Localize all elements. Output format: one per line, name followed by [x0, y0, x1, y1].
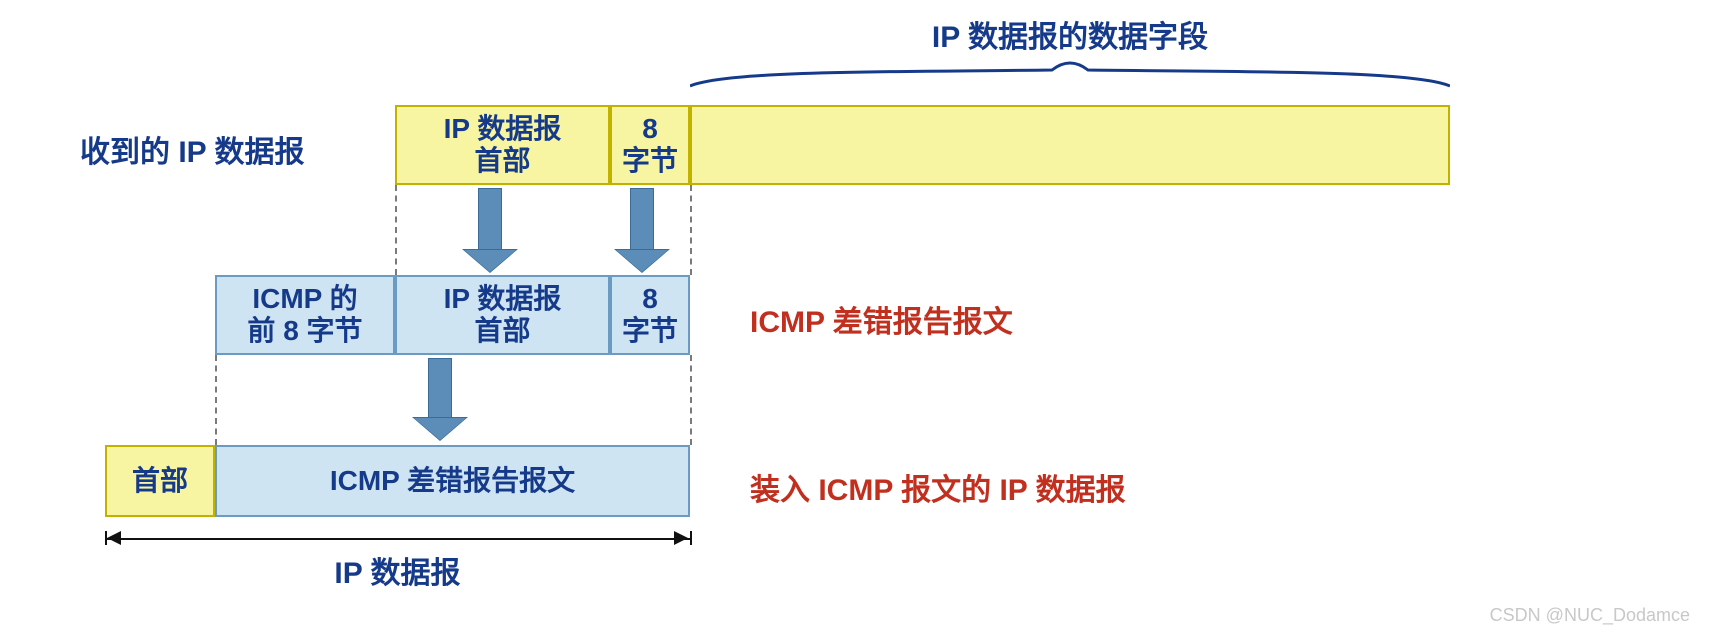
dim-label: IP 数据报 — [318, 548, 478, 592]
dash-3 — [690, 355, 692, 445]
dim-tick-right — [690, 531, 692, 545]
arrow-0 — [464, 188, 516, 272]
cell-r3_hdr: 首部 — [105, 445, 215, 517]
arrow-2 — [414, 358, 466, 440]
dash-2 — [690, 185, 692, 275]
cell-r1_data — [690, 105, 1450, 185]
caption-row2: ICMP 差错报告报文 — [750, 297, 1013, 341]
dim-arrow-right — [674, 531, 688, 545]
dim-arrow-left — [107, 531, 121, 545]
label-brace-top: IP 数据报的数据字段 — [890, 12, 1250, 56]
cell-r3_icmp: ICMP 差错报告报文 — [215, 445, 690, 517]
dash-1 — [395, 185, 397, 275]
cell-r1_header: IP 数据报 首部 — [395, 105, 610, 185]
dash-0 — [215, 355, 217, 445]
dim-line — [107, 538, 690, 540]
watermark: CSDN @NUC_Dodamce — [1490, 605, 1690, 626]
label-row1-left: 收到的 IP 数据报 — [80, 127, 304, 171]
caption-row3: 装入 ICMP 报文的 IP 数据报 — [750, 465, 1126, 509]
cell-r2_header: IP 数据报 首部 — [395, 275, 610, 355]
cell-r2_eight: 8 字节 — [610, 275, 690, 355]
cell-r1_eight: 8 字节 — [610, 105, 690, 185]
brace-top — [690, 56, 1450, 96]
cell-r2_icmp8: ICMP 的 前 8 字节 — [215, 275, 395, 355]
arrow-1 — [616, 188, 668, 272]
